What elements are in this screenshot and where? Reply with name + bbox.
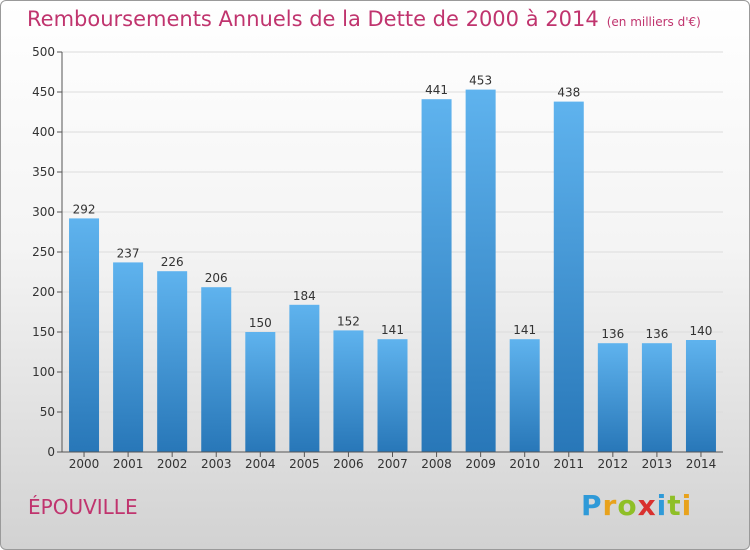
chart-unit: (en milliers d'€) bbox=[606, 15, 701, 29]
data-label: 184 bbox=[293, 289, 316, 303]
data-label: 206 bbox=[205, 271, 228, 285]
proxiti-logo: Proxiti bbox=[581, 489, 692, 522]
y-tick-label: 100 bbox=[32, 365, 55, 379]
data-label: 136 bbox=[645, 327, 668, 341]
bar bbox=[641, 343, 672, 452]
data-label: 136 bbox=[601, 327, 624, 341]
x-tick-label: 2011 bbox=[553, 457, 584, 471]
bar bbox=[69, 218, 100, 452]
logo-letter: x bbox=[637, 489, 657, 522]
data-label: 150 bbox=[249, 316, 272, 330]
x-tick-label: 2003 bbox=[201, 457, 232, 471]
x-tick-label: 2002 bbox=[157, 457, 188, 471]
x-tick-label: 2008 bbox=[421, 457, 452, 471]
bar bbox=[113, 262, 144, 452]
y-tick-label: 400 bbox=[32, 125, 55, 139]
x-axis: 2000 2001 2002 2003 2004 2005 2006 2007 2008 2009… bbox=[62, 451, 723, 471]
data-label: 141 bbox=[513, 323, 536, 337]
y-tick-label: 200 bbox=[32, 285, 55, 299]
y-tick-label: 500 bbox=[32, 45, 55, 59]
bar bbox=[465, 89, 496, 452]
bars: 292 237 226 206 150 184 152 141 441 453 141 438 136 1… bbox=[69, 74, 716, 452]
bar bbox=[289, 304, 320, 452]
y-tick-label: 450 bbox=[32, 85, 55, 99]
y-tick-label: 350 bbox=[32, 165, 55, 179]
bar bbox=[377, 339, 408, 452]
x-tick-label: 2009 bbox=[465, 457, 496, 471]
logo-letter: P bbox=[581, 489, 603, 522]
bar bbox=[157, 271, 188, 452]
bar bbox=[201, 287, 232, 452]
x-tick-label: 2014 bbox=[686, 457, 717, 471]
bar bbox=[333, 330, 364, 452]
bar bbox=[685, 340, 716, 452]
bar bbox=[553, 101, 584, 452]
bar bbox=[421, 99, 452, 452]
data-label: 226 bbox=[161, 255, 184, 269]
data-label: 453 bbox=[469, 74, 492, 88]
data-label: 438 bbox=[557, 86, 580, 100]
y-tick-label: 50 bbox=[40, 405, 55, 419]
x-tick-label: 2005 bbox=[289, 457, 320, 471]
x-tick-label: 2000 bbox=[69, 457, 100, 471]
x-tick-label: 2012 bbox=[598, 457, 629, 471]
data-label: 441 bbox=[425, 83, 448, 97]
bar bbox=[509, 339, 540, 452]
logo-letter: i bbox=[656, 489, 668, 522]
x-tick-label: 2010 bbox=[509, 457, 540, 471]
x-tick-label: 2004 bbox=[245, 457, 276, 471]
y-tick-label: 300 bbox=[32, 205, 55, 219]
data-label: 141 bbox=[381, 323, 404, 337]
data-label: 237 bbox=[117, 246, 140, 260]
x-tick-label: 2001 bbox=[113, 457, 144, 471]
x-tick-label: 2013 bbox=[642, 457, 673, 471]
data-label: 152 bbox=[337, 314, 360, 328]
logo-letter: o bbox=[617, 489, 638, 522]
data-label: 292 bbox=[73, 202, 96, 216]
logo-letter: i bbox=[681, 489, 693, 522]
chart-title-row: Remboursements Annuels de la Dette de 20… bbox=[27, 7, 701, 31]
logo-letter: r bbox=[602, 489, 618, 522]
y-tick-label: 0 bbox=[47, 445, 55, 459]
bar bbox=[597, 343, 628, 452]
chart-title: Remboursements Annuels de la Dette de 20… bbox=[27, 7, 599, 31]
logo-letter: t bbox=[667, 489, 682, 522]
commune-name: ÉPOUVILLE bbox=[28, 495, 138, 519]
data-label: 140 bbox=[690, 324, 713, 338]
y-tick-label: 250 bbox=[32, 245, 55, 259]
x-tick-label: 2006 bbox=[333, 457, 364, 471]
y-axis: 0 50 100 150 200 250 300 350 400 450 500 bbox=[32, 45, 63, 459]
bar bbox=[245, 332, 276, 452]
y-tick-label: 150 bbox=[32, 325, 55, 339]
x-tick-label: 2007 bbox=[377, 457, 408, 471]
